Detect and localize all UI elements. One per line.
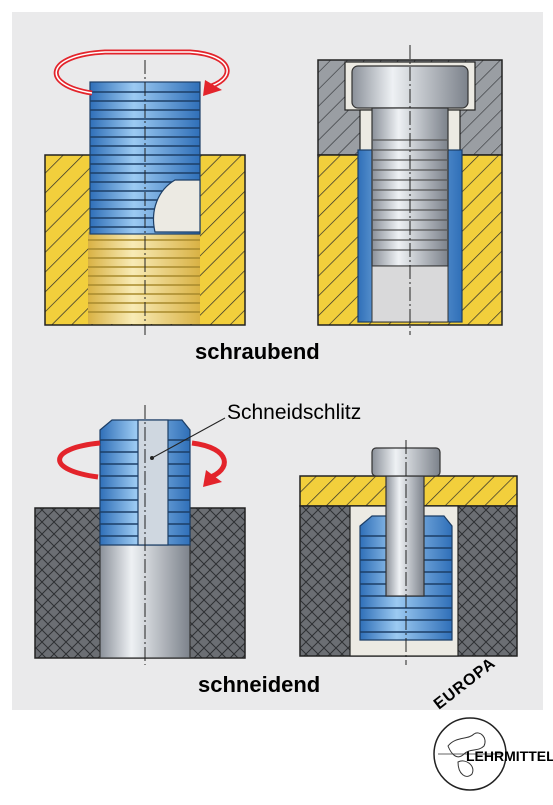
screw-shank (385, 475, 425, 597)
rotation-arrow-bottom (57, 440, 101, 480)
bottom-left-illustration (34, 405, 246, 665)
cutting-slot (137, 419, 169, 546)
top-right-illustration (317, 45, 503, 335)
logo-text-lehrmittel: LEHRMITTEL (466, 748, 553, 764)
brass-thread-bore (88, 232, 200, 324)
caption-cutting: schneidend (198, 672, 321, 697)
slot-leader-line (151, 417, 226, 459)
caption-screwing: schraubend (195, 339, 320, 364)
bottom-right-illustration (299, 440, 518, 665)
globe-icon (433, 717, 507, 791)
callout-cutting-slot: Schneidschlitz (227, 401, 362, 424)
cutaway-notch (153, 179, 201, 233)
top-left-illustration (44, 49, 246, 335)
rotation-arrowhead-top (203, 80, 222, 96)
rotation-arrowhead-bottom (203, 470, 222, 487)
publisher-logo: EUROPA LEHRMITTEL (418, 655, 553, 800)
